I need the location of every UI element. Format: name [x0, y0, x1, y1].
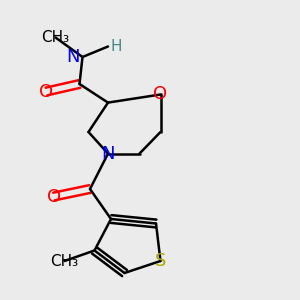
Text: S: S — [155, 252, 166, 270]
Text: CH₃: CH₃ — [50, 254, 79, 268]
Text: H: H — [111, 39, 122, 54]
Text: O: O — [39, 82, 54, 100]
Text: N: N — [101, 145, 115, 163]
Text: O: O — [153, 85, 168, 103]
Text: CH₃: CH₃ — [41, 30, 70, 45]
Text: O: O — [47, 188, 61, 206]
Text: N: N — [66, 48, 80, 66]
